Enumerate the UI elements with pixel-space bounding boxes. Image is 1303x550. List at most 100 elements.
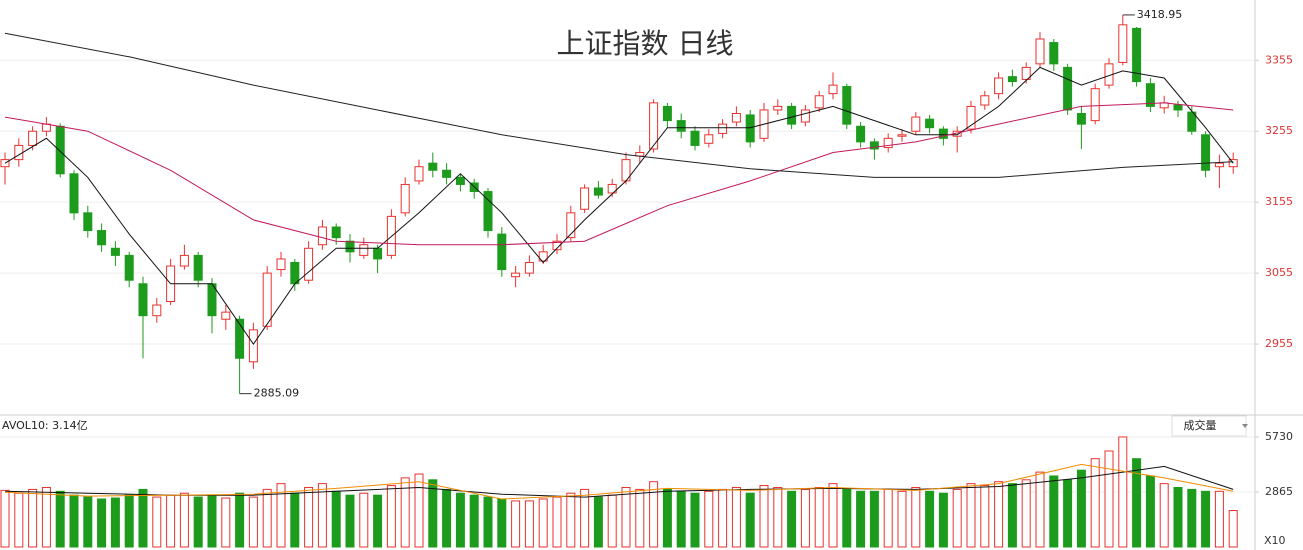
candle-body bbox=[1132, 27, 1142, 83]
candle-body bbox=[800, 109, 810, 123]
candle-body bbox=[138, 283, 148, 317]
candle-body bbox=[1090, 88, 1100, 122]
moving-average-line bbox=[4, 32, 1234, 178]
volume-bar bbox=[221, 497, 231, 548]
candle-body bbox=[179, 254, 189, 267]
candle-body bbox=[966, 105, 976, 130]
volume-bar bbox=[1035, 471, 1045, 548]
volume-bar bbox=[538, 498, 548, 548]
candle-body bbox=[676, 120, 686, 132]
candle-body bbox=[1049, 42, 1059, 65]
volume-bar bbox=[41, 486, 51, 548]
volume-bar bbox=[483, 496, 493, 548]
candle-body bbox=[911, 116, 921, 132]
volume-bar bbox=[1007, 483, 1017, 548]
volume-bar bbox=[897, 490, 907, 548]
candle-body bbox=[1035, 38, 1045, 65]
volume-bar bbox=[428, 479, 438, 548]
candle-body bbox=[869, 141, 879, 150]
volume-bar bbox=[400, 477, 410, 548]
volume-bar bbox=[69, 494, 79, 548]
selector-text[interactable]: 成交量 bbox=[1184, 418, 1217, 432]
indicator-selector[interactable]: 成交量 bbox=[1171, 415, 1248, 437]
candle-body bbox=[593, 187, 603, 196]
chart-title: 上证指数 日线 bbox=[557, 27, 734, 60]
volume-bar bbox=[524, 500, 534, 548]
volume-bar bbox=[1187, 488, 1197, 548]
candle-body bbox=[83, 212, 93, 232]
volume-bar bbox=[676, 490, 686, 548]
candle-body bbox=[276, 258, 286, 271]
candle-body bbox=[1076, 113, 1086, 125]
candle-body bbox=[428, 162, 438, 171]
candle-body bbox=[290, 261, 300, 285]
candle-body bbox=[787, 105, 797, 125]
candle-body bbox=[414, 166, 424, 182]
volume-bar bbox=[1090, 458, 1100, 548]
candle-body bbox=[345, 240, 355, 253]
moving-average-line bbox=[4, 102, 1234, 246]
volume-bar bbox=[718, 488, 728, 548]
y-tick-label: 5730 bbox=[1265, 430, 1293, 443]
volume-bar bbox=[1118, 436, 1128, 548]
volume-bar bbox=[110, 497, 120, 548]
volume-bar bbox=[1159, 483, 1169, 548]
volume-bar bbox=[1063, 479, 1073, 548]
candle-body bbox=[607, 183, 617, 194]
volume-bar bbox=[359, 492, 369, 548]
volume-bar bbox=[331, 490, 341, 548]
volume-bar bbox=[414, 473, 424, 548]
volume-bar bbox=[800, 488, 810, 548]
candle-body bbox=[331, 226, 341, 239]
candle-body bbox=[14, 144, 24, 161]
volume-bar bbox=[911, 486, 921, 548]
volume-bar bbox=[55, 490, 65, 548]
volume-bar bbox=[1049, 475, 1059, 548]
volume-bar bbox=[1076, 469, 1086, 548]
y-tick-label: 3155 bbox=[1265, 195, 1293, 208]
volume-bar bbox=[662, 488, 672, 548]
volume-bar bbox=[649, 481, 659, 548]
volume-bar bbox=[994, 481, 1004, 548]
volume-bar bbox=[138, 488, 148, 548]
volume-bar bbox=[883, 488, 893, 548]
candle-body bbox=[69, 173, 79, 214]
candle-body bbox=[897, 134, 907, 137]
candle-body bbox=[814, 95, 824, 109]
volume-bar bbox=[28, 488, 38, 548]
volume-bar bbox=[235, 492, 245, 548]
volume-bar bbox=[856, 490, 866, 548]
volume-bar bbox=[704, 490, 714, 548]
candle-body bbox=[842, 86, 852, 125]
volume-bar bbox=[166, 494, 176, 548]
candle-body bbox=[1214, 162, 1224, 168]
volume-bar bbox=[869, 490, 879, 548]
candle-body bbox=[511, 272, 521, 278]
volume-bar bbox=[1173, 486, 1183, 548]
volume-bar bbox=[0, 489, 10, 548]
candle-body bbox=[524, 261, 534, 274]
volume-bar bbox=[152, 496, 162, 548]
volume-bar bbox=[690, 492, 700, 548]
candle-body bbox=[662, 105, 672, 122]
volume-bar bbox=[97, 498, 107, 548]
candle-body bbox=[828, 84, 838, 95]
volume-bar bbox=[497, 498, 507, 548]
volume-bar bbox=[193, 496, 203, 548]
volume-bar bbox=[842, 488, 852, 548]
candle-body bbox=[304, 247, 314, 281]
volume-bar bbox=[814, 486, 824, 548]
candle-body bbox=[317, 226, 327, 246]
dropdown-arrow[interactable] bbox=[1242, 424, 1248, 428]
candle-body bbox=[1118, 24, 1128, 63]
volume-bar bbox=[345, 494, 355, 548]
volume-bar bbox=[262, 488, 272, 548]
candle-body bbox=[1007, 76, 1017, 83]
candle-body bbox=[690, 130, 700, 146]
volume-bar bbox=[1201, 490, 1211, 548]
volume-bar bbox=[179, 492, 189, 548]
volume-bar bbox=[607, 494, 617, 548]
candle-body bbox=[1145, 83, 1155, 107]
candle-body bbox=[856, 125, 866, 143]
candle-body bbox=[883, 137, 893, 149]
